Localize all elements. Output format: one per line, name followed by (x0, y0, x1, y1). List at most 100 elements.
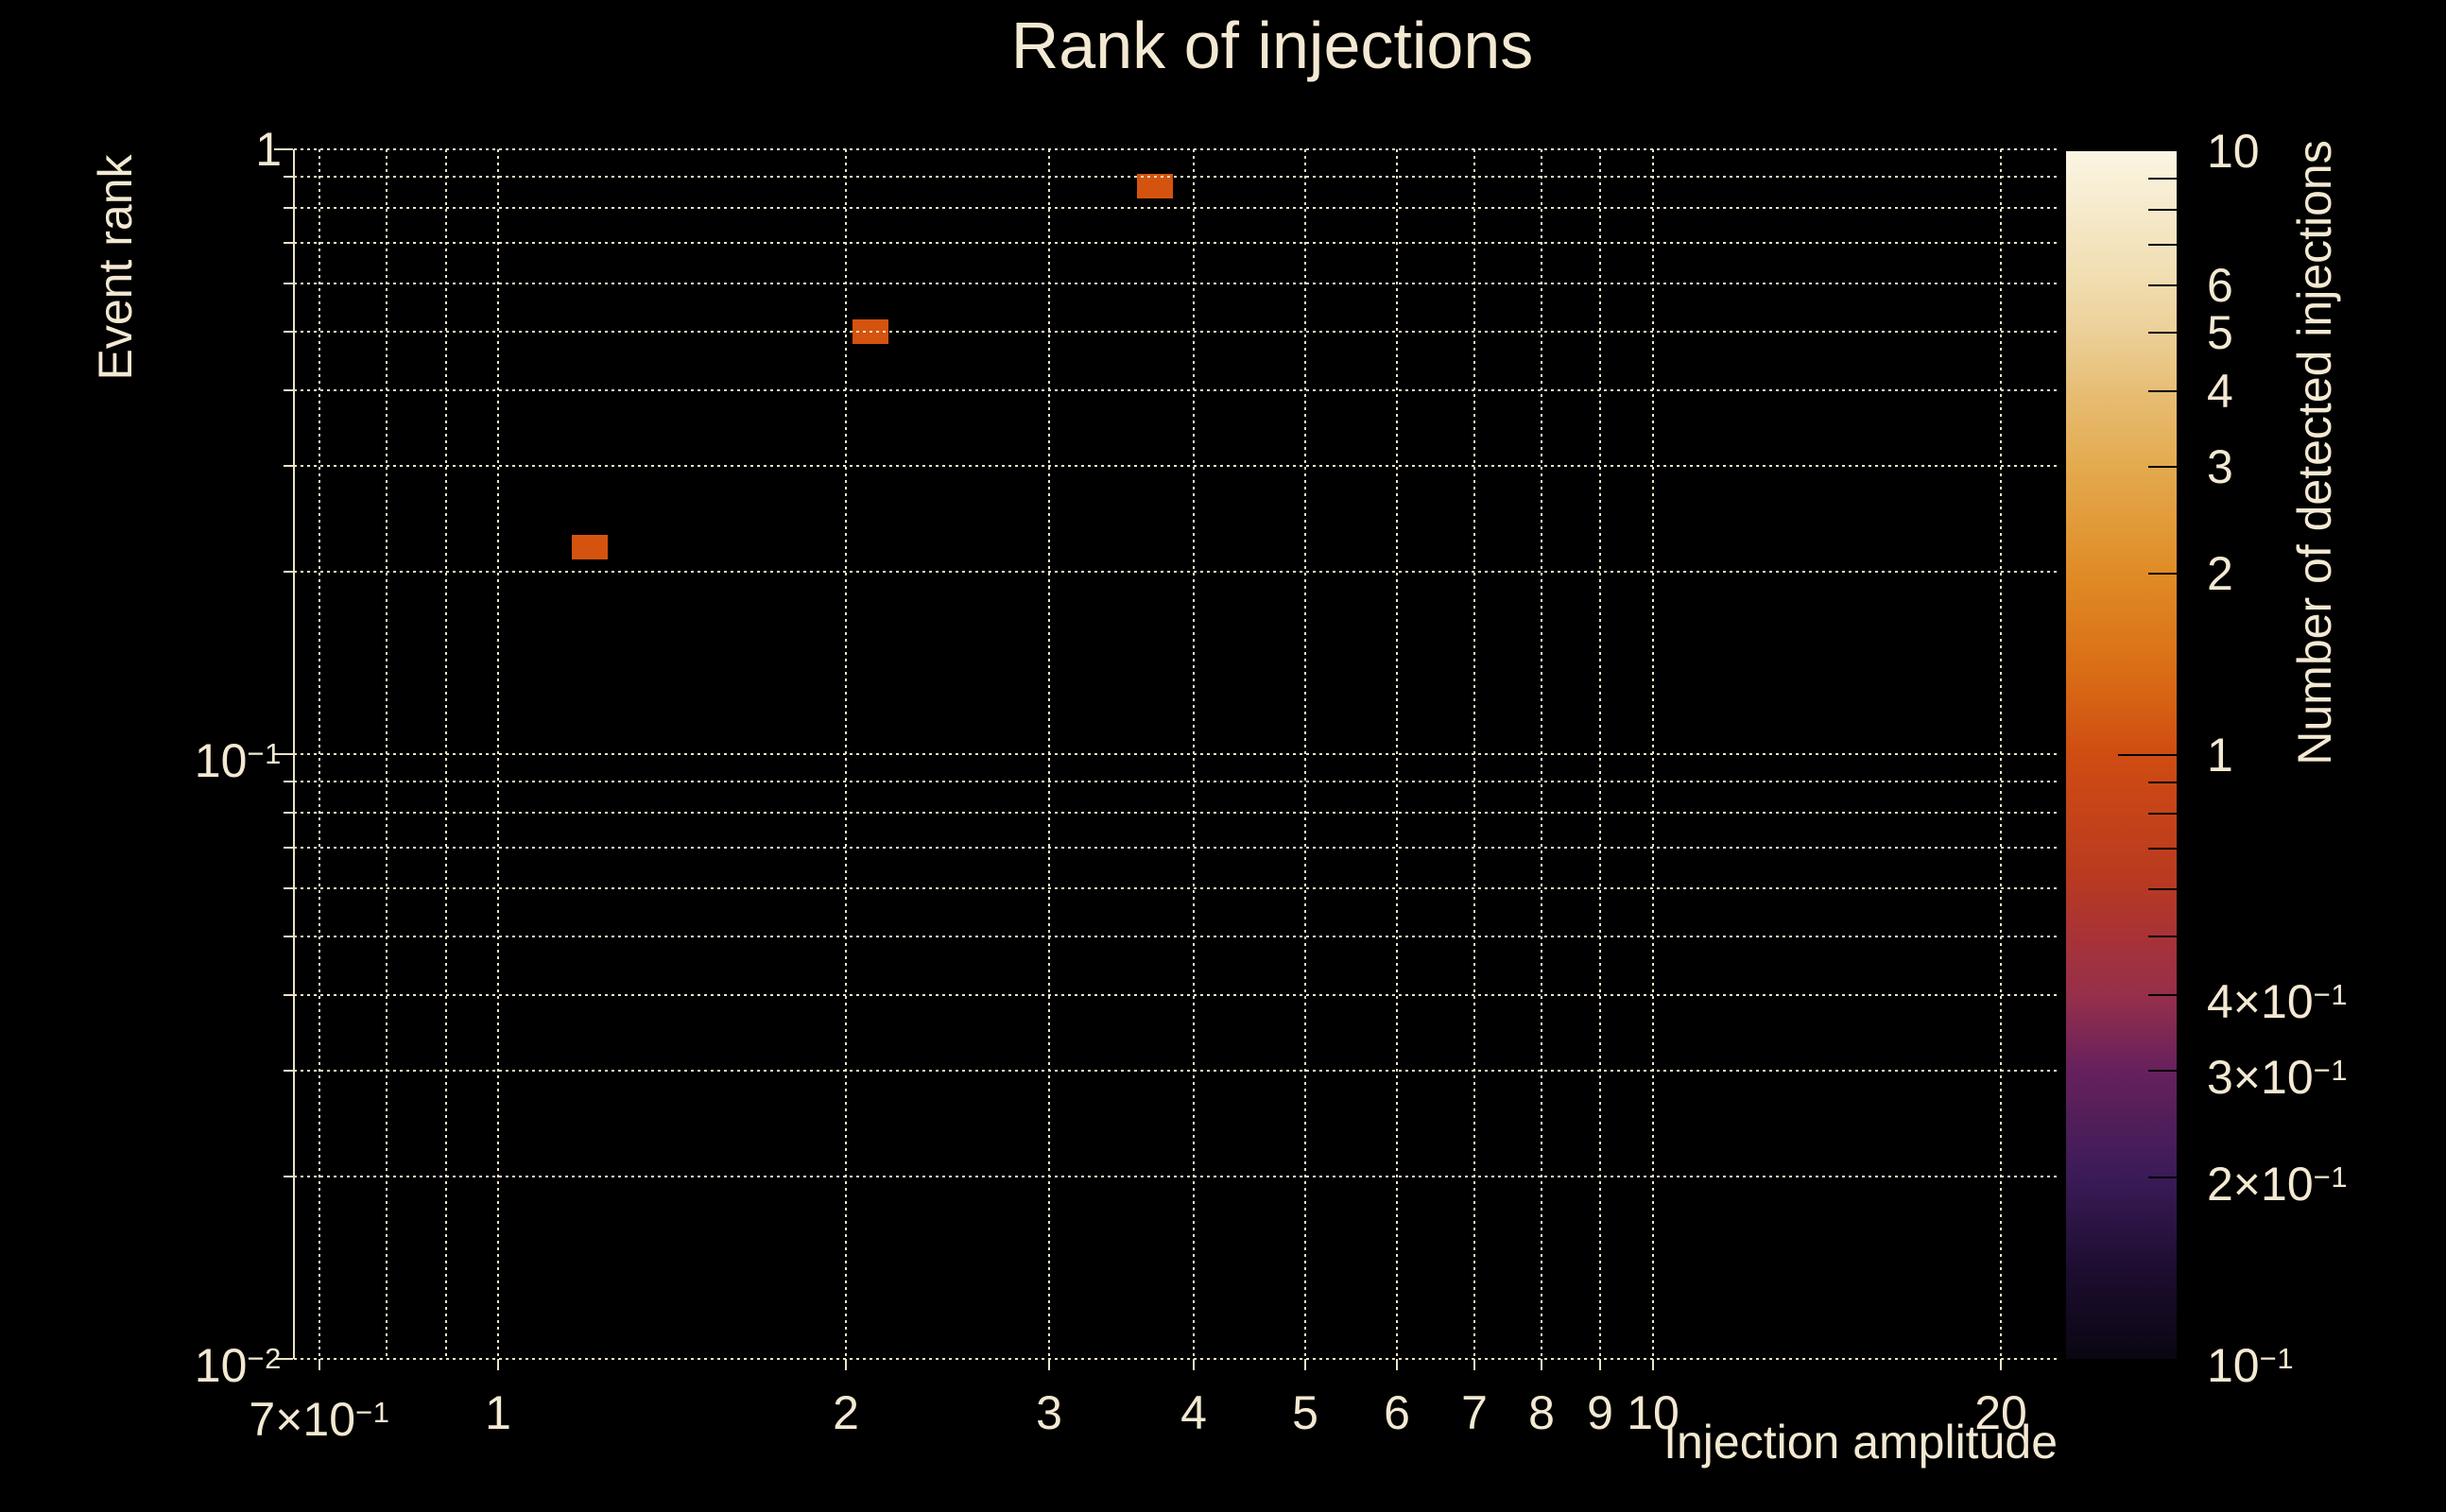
colorbar-tick-label-1: 1 (2207, 726, 2233, 784)
x-axis-tick-2 (845, 1359, 847, 1370)
y-axis-tick-0.4 (284, 389, 293, 391)
gridline-y-0.8 (294, 207, 2058, 209)
gridline-y-0.09 (294, 781, 2058, 782)
y-axis-tick-0.07 (284, 847, 293, 849)
x-tick-label-20: 20 (1974, 1383, 2027, 1442)
tick-label-text: 7×10 (249, 1392, 356, 1446)
tick-label-exponent: −1 (2313, 978, 2349, 1011)
tick-label-text: 20 (1974, 1386, 2027, 1439)
colorbar-tick-6 (2148, 284, 2177, 286)
colorbar-tick-0.9 (2148, 782, 2177, 783)
colorbar-tick-5 (2148, 332, 2177, 334)
colorbar-tick-label-0.1: 10−1 (2207, 1330, 2294, 1392)
y-axis-spine (293, 149, 295, 1359)
x-axis-tick-20 (2000, 1359, 2002, 1370)
x-tick-label-5: 5 (1292, 1383, 1318, 1442)
y-tick-label-0.01: 10−2 (195, 1330, 282, 1392)
colorbar-tick-label-10: 10 (2207, 122, 2260, 180)
x-axis-tick-4 (1193, 1359, 1195, 1370)
tick-label-text: 4 (1180, 1386, 1207, 1439)
tick-label-text: 1 (255, 123, 282, 176)
x-tick-label-6: 6 (1384, 1383, 1410, 1442)
gridline-y-0.7 (294, 242, 2058, 244)
x-axis-tick-10 (1652, 1359, 1654, 1370)
colorbar-tick-0.6 (2148, 888, 2177, 890)
y-axis-tick-0.1 (274, 753, 293, 755)
y-axis-tick-0.08 (284, 812, 293, 814)
x-axis-tick-1 (497, 1359, 499, 1370)
tick-label-text: 3 (2207, 440, 2233, 493)
gridline-y-0.5 (294, 331, 2058, 333)
x-axis-tick-9 (1599, 1359, 1601, 1370)
y-axis-title: Event rank (89, 154, 142, 381)
tick-label-exponent: −1 (2313, 1160, 2349, 1194)
y-axis-tick-0.3 (284, 465, 293, 467)
colorbar-tick-label-0.2: 2×10−1 (2207, 1148, 2349, 1211)
colorbar-tick-3 (2148, 466, 2177, 468)
tick-label-text: 10 (2207, 1338, 2260, 1392)
colorbar-tick-2 (2148, 573, 2177, 575)
x-axis-tick-6 (1396, 1359, 1398, 1370)
colorbar-tick-0.3 (2148, 1070, 2177, 1072)
gridline-y-0.05 (294, 936, 2058, 937)
colorbar-tick-9 (2148, 178, 2177, 180)
tick-label-text: 10 (2207, 125, 2260, 178)
gridline-y-0.3 (294, 465, 2058, 467)
colorbar-tick-0.7 (2148, 848, 2177, 850)
y-axis-tick-0.05 (284, 936, 293, 937)
x-tick-label-8: 8 (1528, 1383, 1555, 1442)
colorbar-tick-8 (2148, 209, 2177, 211)
x-axis-tick-7 (1473, 1359, 1475, 1370)
tick-label-text: 3 (1036, 1386, 1062, 1439)
tick-label-exponent: −1 (2313, 1054, 2349, 1087)
y-axis-tick-0.04 (284, 994, 293, 996)
tick-label-text: 4×10 (2207, 974, 2314, 1028)
colorbar-tick-4 (2148, 390, 2177, 392)
y-axis-tick-0.06 (284, 887, 293, 889)
colorbar-tick-label-2: 2 (2207, 544, 2233, 603)
tick-label-text: 10 (194, 1338, 248, 1392)
colorbar-tick-0.2 (2148, 1177, 2177, 1178)
x-tick-label-7: 7 (1461, 1383, 1488, 1442)
colorbar-title: Number of detected injections (2288, 140, 2341, 765)
gridline-y-0.4 (294, 389, 2058, 391)
y-axis-tick-0.01 (274, 1358, 293, 1360)
tick-label-exponent: −2 (247, 1342, 282, 1375)
tick-label-exponent: −1 (247, 737, 282, 770)
gridline-y-0.9 (294, 176, 2058, 178)
x-tick-label-2: 2 (833, 1383, 859, 1442)
data-marker-1 (572, 535, 608, 559)
gridline-y-0.06 (294, 887, 2058, 889)
tick-label-text: 6 (2207, 259, 2233, 312)
x-tick-label-10: 10 (1627, 1383, 1679, 1442)
y-axis-tick-0.8 (284, 207, 293, 209)
x-tick-label-9: 9 (1587, 1383, 1613, 1442)
gridline-y-0.02 (294, 1176, 2058, 1177)
tick-label-text: 8 (1528, 1386, 1555, 1439)
tick-label-text: 10 (194, 733, 248, 787)
x-tick-label-1: 1 (485, 1383, 511, 1442)
data-marker-3 (1137, 174, 1173, 198)
x-axis-title: Injection amplitude (1663, 1416, 2058, 1469)
gridline-y-0.08 (294, 812, 2058, 814)
gridline-y-0.03 (294, 1070, 2058, 1072)
y-axis-tick-0.5 (284, 331, 293, 333)
colorbar-tick-7 (2148, 244, 2177, 246)
gridline-y-0.07 (294, 847, 2058, 849)
y-axis-tick-0.03 (284, 1070, 293, 1072)
colorbar-tick-label-5: 5 (2207, 303, 2233, 362)
colorbar-tick-label-0.3: 3×10−1 (2207, 1041, 2349, 1104)
gridline-y-0.01 (294, 1358, 2058, 1360)
tick-label-text: 10 (1627, 1386, 1679, 1439)
colorbar-tick-label-6: 6 (2207, 256, 2233, 315)
y-axis-tick-0.7 (284, 242, 293, 244)
tick-label-text: 2 (2207, 547, 2233, 600)
tick-label-text: 7 (1461, 1386, 1488, 1439)
x-axis-tick-8 (1541, 1359, 1542, 1370)
colorbar-tick-label-4: 4 (2207, 362, 2233, 421)
x-axis-tick-3 (1048, 1359, 1050, 1370)
tick-label-text: 6 (1384, 1386, 1410, 1439)
tick-label-text: 2×10 (2207, 1157, 2314, 1211)
colorbar-tick-1 (2118, 754, 2177, 756)
